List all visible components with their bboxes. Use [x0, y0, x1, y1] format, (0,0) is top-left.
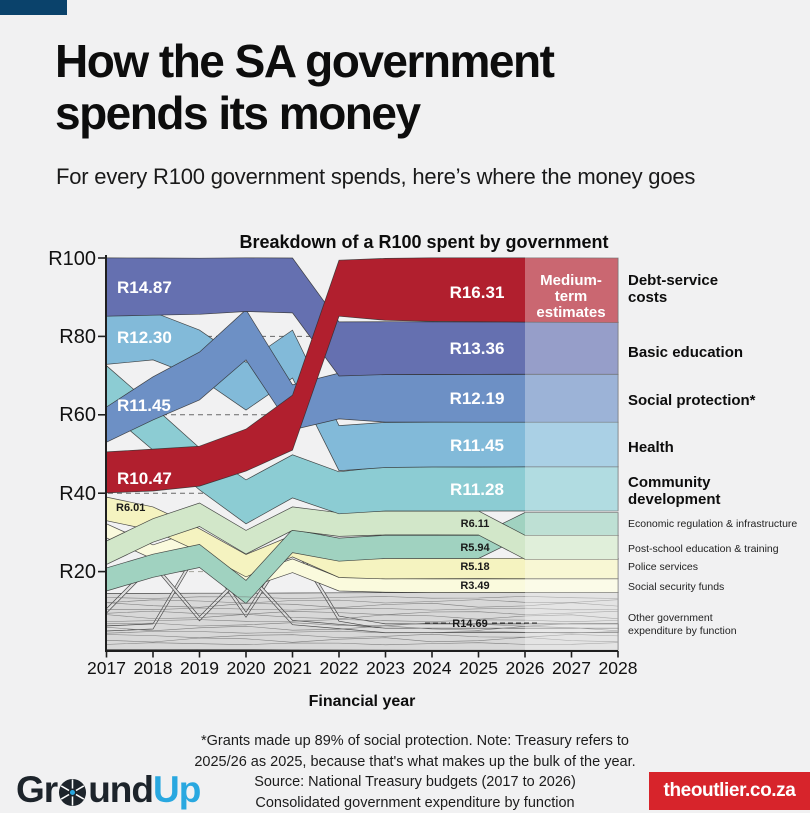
- other-expenditure-strand: [106, 607, 619, 611]
- value-labels-2025: R16.31 R13.36 R12.19 R11.45 R11.28 R6.11…: [425, 283, 540, 630]
- x-tick-2025: 2025: [459, 658, 498, 678]
- groundup-logo-und: und: [88, 769, 154, 810]
- axes: [98, 255, 619, 658]
- legend-debt-service-1: Debt-service: [628, 272, 718, 289]
- label-2025-health: R11.45: [450, 436, 504, 455]
- category-legend: Debt-service costs Basic education Socia…: [628, 272, 797, 637]
- other-expenditure-strand: [106, 614, 619, 620]
- band-social-protection: [106, 309, 619, 443]
- mte-line-3: estimates: [536, 304, 605, 321]
- label-2025-police: R5.18: [460, 561, 489, 573]
- other-expenditure-strand: [106, 637, 619, 643]
- label-2025-social-protection: R12.19: [450, 389, 505, 408]
- x-tick-2022: 2022: [320, 658, 359, 678]
- label-2025-basic-education: R13.36: [450, 339, 505, 358]
- band-community-development: [106, 364, 619, 525]
- other-expenditure-strand: [106, 642, 619, 646]
- other-expenditure-strand: [106, 630, 619, 634]
- band-health: [106, 311, 619, 472]
- x-tick-2018: 2018: [134, 658, 173, 678]
- footnote: *Grants made up 89% of social protection…: [194, 733, 636, 811]
- legend-social-protection: Social protection*: [628, 392, 756, 409]
- legend-basic-education: Basic education: [628, 344, 743, 361]
- other-expenditure-strand: [106, 625, 619, 632]
- legend-debt-service-2: costs: [628, 289, 667, 306]
- medium-term-annotation: Medium- term estimates: [536, 272, 605, 321]
- y-tick-r80: R80: [59, 326, 96, 348]
- outlier-url: theoutlier.co.za: [663, 780, 796, 801]
- label-2025-debt-service: R16.31: [450, 283, 505, 302]
- legend-community-dev-2: development: [628, 491, 721, 508]
- label-2017-police: R6.01: [116, 502, 145, 514]
- x-tick-2027: 2027: [552, 658, 591, 678]
- x-tick-2019: 2019: [180, 658, 219, 678]
- other-expenditure-strands: [106, 596, 619, 646]
- other-expenditure-strand: [106, 602, 619, 608]
- band-debt-service-costs: [106, 257, 619, 494]
- x-tick-2020: 2020: [227, 658, 266, 678]
- band-basic-education: [106, 257, 619, 377]
- chart-title: Breakdown of a R100 spent by government: [239, 232, 608, 252]
- other-expenditure-strand: [106, 596, 619, 599]
- label-2017-community-dev: R11.45: [117, 396, 171, 415]
- outlier-brand-box: theoutlier.co.za: [649, 772, 810, 810]
- other-expenditure-strand: [106, 622, 619, 627]
- label-2025-social-security: R3.49: [460, 580, 489, 592]
- page-subtitle: For every R100 government spends, here’s…: [56, 164, 696, 189]
- page-title: How the SA government spends its money: [55, 35, 555, 139]
- groundup-logo: Gr und Up: [16, 769, 201, 811]
- brand-corner-mark: [0, 0, 67, 15]
- y-tick-r20: R20: [59, 561, 96, 583]
- legend-health: Health: [628, 439, 674, 456]
- legend-other-gov-2: expenditure by function: [628, 625, 737, 637]
- label-2017-health: R12.30: [117, 328, 172, 347]
- stream-bands: [106, 257, 619, 651]
- camera-aperture-icon: [59, 778, 87, 806]
- x-axis-title: Financial year: [309, 693, 416, 710]
- band-economic-regulation-infrastructure: [106, 502, 619, 566]
- label-2017-debt-service: R10.47: [117, 469, 172, 488]
- x-tick-2023: 2023: [366, 658, 405, 678]
- legend-police-services: Police services: [628, 561, 698, 573]
- medium-term-overlay: [525, 256, 618, 651]
- other-expenditure-strand: [106, 610, 619, 615]
- other-expenditure-strand: [106, 633, 619, 639]
- other-expenditure-strand: [106, 619, 619, 622]
- legend-social-security: Social security funds: [628, 581, 724, 593]
- x-tick-2021: 2021: [273, 658, 312, 678]
- mte-line-2: term: [555, 288, 588, 305]
- y-tick-r60: R60: [59, 404, 96, 426]
- label-2025-post-school: R5.94: [460, 542, 490, 554]
- y-tick-r40: R40: [59, 483, 96, 505]
- legend-other-gov-1: Other government: [628, 612, 713, 624]
- label-2025-economic-reg: R6.11: [461, 518, 490, 530]
- x-tick-2024: 2024: [413, 658, 452, 678]
- other-expenditure-strand: [106, 599, 619, 604]
- value-labels-2017: R14.87 R12.30 R11.45 R10.47 R6.01: [116, 278, 172, 514]
- x-tick-2028: 2028: [599, 658, 638, 678]
- label-2025-community-dev: R11.28: [450, 480, 504, 499]
- x-tick-2026: 2026: [506, 658, 545, 678]
- groundup-logo-gr: Gr: [16, 769, 58, 810]
- legend-community-dev-1: Community: [628, 474, 711, 491]
- y-tick-r100: R100: [48, 248, 96, 270]
- groundup-logo-up: Up: [153, 769, 201, 810]
- x-axis-labels: 2017 2018 2019 2020 2021 2022 2023 2024 …: [87, 658, 637, 678]
- label-2025-other: R14.69: [452, 618, 487, 630]
- x-tick-2017: 2017: [87, 658, 126, 678]
- y-axis-labels: R100 R80 R60 R40 R20: [48, 248, 96, 583]
- legend-economic-reg: Economic regulation & infrastructure: [628, 518, 797, 530]
- label-2017-basic-education: R14.87: [117, 278, 172, 297]
- legend-post-school: Post-school education & training: [628, 543, 779, 555]
- mte-line-1: Medium-: [540, 272, 602, 289]
